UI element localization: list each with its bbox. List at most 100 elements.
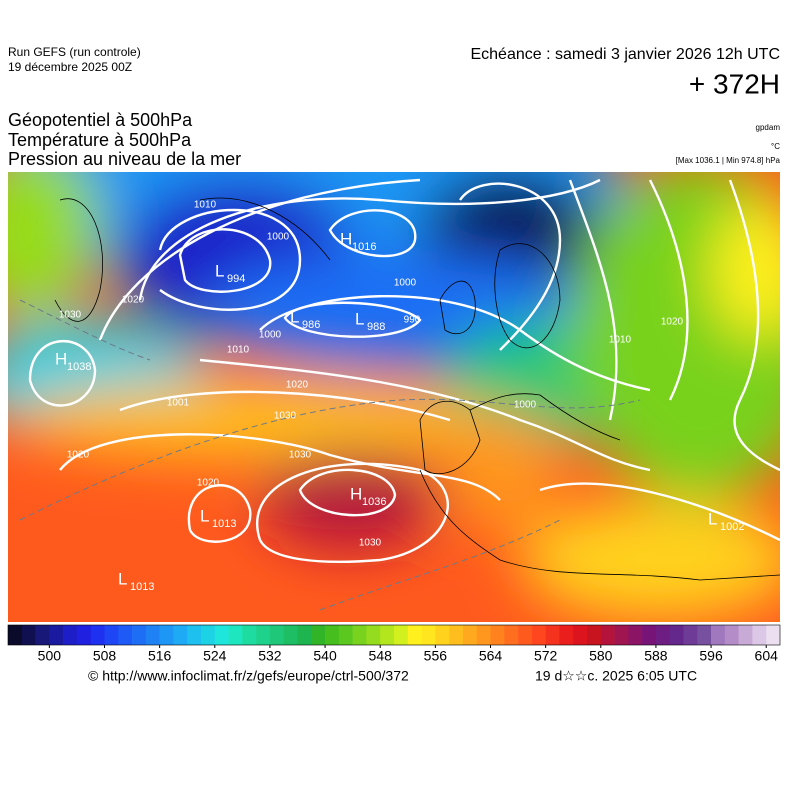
colorbar-swatch — [352, 625, 367, 645]
pressure-center-kind: H — [340, 229, 352, 248]
colorbar-swatch — [407, 625, 422, 645]
pressure-center-kind: H — [350, 484, 362, 503]
colorbar-swatch — [421, 625, 436, 645]
colorbar-swatch — [49, 625, 64, 645]
lead-time: + 372H — [689, 68, 780, 99]
colorbar-swatch — [242, 625, 257, 645]
colorbar-swatch — [118, 625, 133, 645]
run-date: 19 décembre 2025 00Z — [8, 60, 132, 74]
pressure-center-kind: H — [55, 349, 67, 368]
pressure-center-kind: L — [290, 307, 299, 326]
colorbar-swatch — [449, 625, 464, 645]
colorbar-swatch — [269, 625, 285, 645]
colorbar-tick-label: 516 — [148, 648, 172, 664]
colorbar-tick-label: 596 — [699, 648, 723, 664]
colorbar-tick-label: 548 — [369, 648, 393, 664]
colorbar-frame — [7, 624, 781, 646]
contour-label: 1020 — [67, 450, 90, 461]
pressure-center-value: 986 — [302, 319, 320, 331]
title-geopotential: Géopotentiel à 500hPa — [8, 110, 193, 130]
generated-time: 19 d☆☆c. 2025 6:05 UTC — [535, 668, 697, 684]
unit-temperature: °C — [771, 142, 780, 151]
colorbar-tick-label: 540 — [313, 648, 337, 664]
pressure-center-value: 1002 — [720, 521, 744, 533]
coastlines — [54, 197, 780, 581]
colorbar: 500 508 516 524 532 540 548 556 564 572 580 588 596 6… — [7, 624, 781, 664]
title-temperature: Température à 500hPa — [8, 130, 192, 150]
contour-label: 990 — [404, 315, 421, 326]
pressure-center-kind: L — [708, 509, 717, 528]
colorbar-swatch — [21, 625, 36, 645]
colorbar-swatch — [90, 625, 105, 645]
contour-label: 1030 — [289, 450, 312, 461]
colorbar-swatch — [380, 625, 395, 645]
run-label: Run GEFS (run controle) — [8, 45, 141, 59]
colorbar-swatch — [201, 625, 216, 645]
colorbar-swatch — [573, 625, 588, 645]
colorbar-swatch — [8, 625, 23, 645]
contour-label: 1030 — [359, 538, 382, 549]
colorbar-swatch — [462, 625, 478, 645]
colorbar-tick-label: 604 — [755, 648, 779, 664]
colorbar-swatch — [228, 625, 243, 645]
colorbar-tick-label: 588 — [644, 648, 668, 664]
colorbar-swatch — [311, 625, 326, 645]
contour-label: 1020 — [661, 317, 684, 328]
pressure-center-kind: L — [200, 506, 209, 525]
colorbar-tick-label: 564 — [479, 648, 503, 664]
source-url: © http://www.infoclimat.fr/z/gefs/europe… — [88, 668, 409, 684]
colorbar-tick-label: 556 — [424, 648, 448, 664]
contour-label: 1000 — [259, 330, 282, 341]
colorbar-swatch — [35, 625, 50, 645]
pressure-center-kind: L — [355, 309, 364, 328]
colorbar-swatch — [738, 625, 753, 645]
colorbar-swatch — [559, 625, 574, 645]
colorbar-swatch — [697, 625, 712, 645]
pressure-center-kind: L — [215, 261, 224, 280]
pressure-center-value: 994 — [227, 273, 245, 285]
colorbar-swatch — [518, 625, 533, 645]
unit-gpdam: gpdam — [756, 123, 781, 132]
unit-pressure: [Max 1036.1 | Min 974.8] hPa — [676, 156, 781, 165]
colorbar-tick-label: 572 — [534, 648, 558, 664]
contour-label: 1001 — [167, 398, 190, 409]
isobars — [28, 178, 780, 563]
colorbar-swatch — [683, 625, 698, 645]
colorbar-swatch — [338, 625, 353, 645]
contour-label: 1030 — [274, 411, 297, 422]
colorbar-swatch — [297, 625, 312, 645]
colorbar-swatch — [490, 625, 505, 645]
colorbar-swatch — [655, 625, 671, 645]
colorbar-swatch — [187, 625, 202, 645]
colorbar-swatch — [132, 625, 147, 645]
pressure-center-value: 1013 — [212, 518, 236, 530]
colorbar-swatch — [214, 625, 229, 645]
colorbar-swatch — [669, 625, 684, 645]
colorbar-tick-label: 532 — [258, 648, 282, 664]
colorbar-swatch — [531, 625, 546, 645]
colorbar-tick-label: 580 — [589, 648, 613, 664]
contour-label: 1030 — [59, 310, 82, 321]
contour-label: 1020 — [122, 295, 145, 306]
contour-label: 1010 — [227, 345, 250, 356]
pressure-center-kind: L — [118, 569, 127, 588]
forecast-time: Echéance : samedi 3 janvier 2026 12h UTC — [470, 46, 780, 63]
colorbar-swatch — [642, 625, 657, 645]
contour-label: 1020 — [197, 478, 220, 489]
isotherms — [19, 299, 641, 611]
colorbar-swatch — [104, 625, 119, 645]
colorbar-tick-label: 508 — [93, 648, 117, 664]
colorbar-tick-label: 500 — [38, 648, 62, 664]
colorbar-swatch — [394, 625, 409, 645]
pressure-center-value: 988 — [367, 321, 385, 333]
colorbar-swatch — [600, 625, 615, 645]
colorbar-swatch — [63, 625, 78, 645]
colorbar-swatch — [724, 625, 739, 645]
colorbar-swatch — [476, 625, 491, 645]
pressure-center-value: 1036 — [362, 496, 386, 508]
colorbar-swatch — [752, 625, 767, 645]
colorbar-swatch — [366, 625, 381, 645]
colorbar-swatch — [256, 625, 271, 645]
